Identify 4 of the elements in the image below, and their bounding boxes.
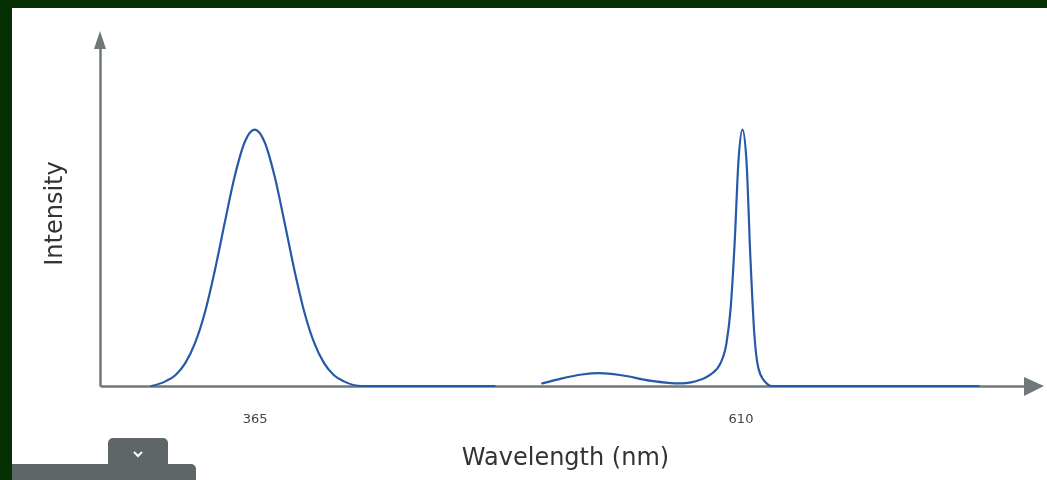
y-axis-title: Intensity: [39, 161, 68, 266]
x-tick-label: 365: [242, 410, 268, 426]
x-axis-title: Wavelength (nm): [461, 442, 670, 471]
x-tick-label: 610: [728, 410, 754, 426]
